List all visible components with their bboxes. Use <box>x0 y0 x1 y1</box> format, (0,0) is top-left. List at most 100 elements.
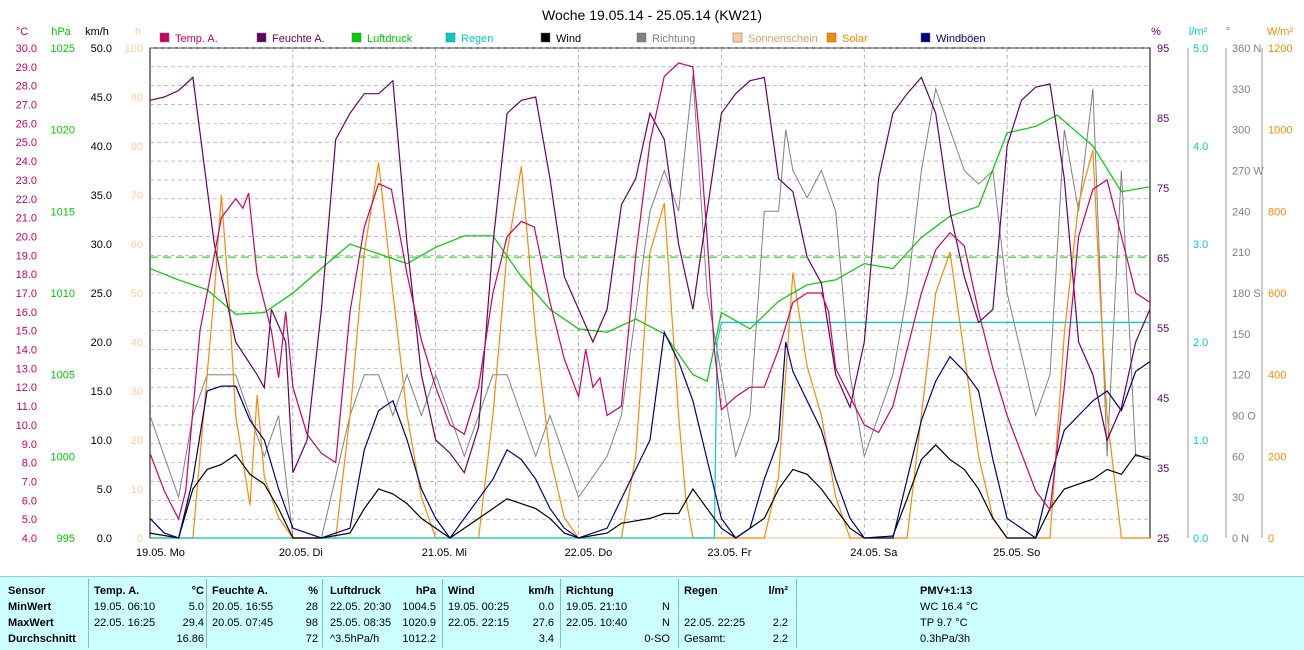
stats-rain-total: 2.2 <box>772 633 788 645</box>
y-tick-label: 14.0 <box>16 345 37 357</box>
y-tick-label: 800 <box>1268 206 1286 218</box>
stats-pressure-min-time: 22.05. 20:30 <box>330 601 392 613</box>
axis-unit: h <box>135 26 141 38</box>
stats-temp-max: 29.4 <box>182 617 204 629</box>
stats-rain-total-label: Gesamt: <box>684 633 726 645</box>
legend-swatch <box>540 32 551 43</box>
legend-swatch <box>636 32 647 43</box>
y-tick-label: 330 <box>1232 84 1250 96</box>
y-tick-label: 240 <box>1232 206 1250 218</box>
y-tick-label: 50.0 <box>91 43 112 55</box>
y-tick-label: 18.0 <box>16 269 37 281</box>
stats-direction-max: N <box>662 617 670 629</box>
y-tick-label: 0.0 <box>1193 533 1208 545</box>
stats-pressure-max-time: 25.05. 08:35 <box>330 617 392 629</box>
stats-humidity-unit: % <box>308 585 318 597</box>
stats-humidity-column: Feuchte A. % 20.05. 16:55 28 20.05. 07:4… <box>212 577 318 650</box>
y-tick-label: 17.0 <box>16 288 37 300</box>
y-tick-label: 29.0 <box>16 62 37 74</box>
stats-rain-max: 2.2 <box>772 617 788 629</box>
y-tick-label: 5.0 <box>22 514 37 526</box>
stats-wind-max-time: 22.05. 22:15 <box>448 617 510 629</box>
y-tick-label: 400 <box>1268 370 1286 382</box>
y-tick-label: 1200 <box>1268 43 1292 55</box>
stats-pressure-trend: ^3.5hPa/h <box>330 633 380 645</box>
legend-label: Wind <box>556 33 581 45</box>
y-tick-label: 5.0 <box>97 484 112 496</box>
y-tick-label: 11.0 <box>16 401 37 413</box>
stats-humidity-max-time: 20.05. 07:45 <box>212 617 274 629</box>
y-tick-label: 23.0 <box>16 175 37 187</box>
y-tick-label: 35 <box>1157 463 1169 475</box>
y-tick-label: 1000 <box>51 451 75 463</box>
y-tick-label: 85 <box>1157 113 1169 125</box>
stats-rain-column: Regen l/m² 22.05. 22:25 2.2 Gesamt: 2.2 <box>684 577 788 650</box>
y-tick-label: 1000 <box>1268 125 1292 137</box>
y-tick-label: 10 <box>131 484 143 496</box>
series-wind <box>149 444 1151 539</box>
stats-direction-column: Richtung 19.05. 21:10 N 22.05. 10:40 N 0… <box>566 577 670 650</box>
y-tick-label: 300 <box>1232 125 1250 137</box>
stats-table: Sensor MinWert MaxWert Durchschnitt Temp… <box>0 576 1304 650</box>
stats-sensor-header: Sensor <box>8 585 46 597</box>
y-tick-label: 8.0 <box>22 458 37 470</box>
y-tick-label: 65 <box>1157 253 1169 265</box>
y-tick-label: 25 <box>1157 533 1169 545</box>
series-solar <box>150 149 1150 539</box>
y-tick-label: 150 <box>1232 329 1250 341</box>
y-tick-label: 0 N <box>1232 533 1249 545</box>
x-tick-label: 22.05. Do <box>565 547 613 559</box>
stats-humidity-max: 98 <box>305 617 318 629</box>
y-tick-label: 180 S <box>1232 288 1261 300</box>
stats-rain-unit: l/m² <box>768 585 788 597</box>
stats-direction-header: Richtung <box>566 585 614 597</box>
y-tick-label: 9.0 <box>22 439 37 451</box>
stats-rain-max-time: 22.05. 22:25 <box>684 617 746 629</box>
y-tick-label: 2.0 <box>1193 337 1208 349</box>
stats-pressure-unit: hPa <box>415 585 436 597</box>
stats-pmv-trend: 0.3hPa/3h <box>920 633 971 645</box>
x-tick-label: 25.05. So <box>993 547 1040 559</box>
y-tick-label: 15.0 <box>16 326 37 338</box>
legend-label: Feuchte A. <box>272 33 325 45</box>
y-tick-label: 95 <box>1157 43 1169 55</box>
stats-pressure-max: 1020.9 <box>402 617 436 629</box>
y-tick-label: 45.0 <box>91 92 112 104</box>
stats-direction-max-time: 22.05. 10:40 <box>566 617 628 629</box>
y-tick-label: 1015 <box>51 206 75 218</box>
series-windb-en <box>149 330 1151 540</box>
y-tick-label: 13.0 <box>16 363 37 375</box>
stats-row-max-label: MaxWert <box>8 617 54 629</box>
y-tick-label: 995 <box>57 533 75 545</box>
y-tick-label: 30.0 <box>91 239 112 251</box>
y-tick-label: 20.0 <box>91 337 112 349</box>
legend-swatch <box>826 32 837 43</box>
stats-humidity-avg: 72 <box>305 633 318 645</box>
stats-pmv-wc: WC 16.4 °C <box>920 601 979 613</box>
y-tick-label: 60 <box>131 239 143 251</box>
y-tick-label: 21.0 <box>16 213 37 225</box>
y-tick-label: 30.0 <box>16 43 37 55</box>
x-tick-label: 20.05. Di <box>279 547 323 559</box>
y-tick-label: 90 O <box>1232 411 1256 423</box>
x-tick-label: 21.05. Mi <box>422 547 467 559</box>
y-tick-label: 1025 <box>51 43 75 55</box>
y-tick-label: 55 <box>1157 323 1169 335</box>
stats-humidity-header: Feuchte A. <box>212 585 268 597</box>
y-tick-label: 30 <box>131 386 143 398</box>
y-tick-label: 28.0 <box>16 81 37 93</box>
stats-sensor-column: Sensor MinWert MaxWert Durchschnitt <box>8 577 88 650</box>
y-tick-label: 0 <box>137 533 143 545</box>
stats-direction-avg: 0-SO <box>644 633 670 645</box>
y-tick-label: 80 <box>131 141 143 153</box>
y-tick-label: 60 <box>1232 451 1244 463</box>
stats-wind-header: Wind <box>448 585 475 597</box>
legend-label: Temp. A. <box>175 33 218 45</box>
legend-label: Windböen <box>936 33 986 45</box>
legend-swatch <box>351 32 362 43</box>
series-temp-a- <box>149 62 1151 521</box>
stats-wind-avg: 3.4 <box>538 633 554 645</box>
y-tick-label: 3.0 <box>1193 239 1208 251</box>
stats-temp-column: Temp. A. °C 19.05. 06:10 5.0 22.05. 16:2… <box>94 577 204 650</box>
y-tick-label: 6.0 <box>22 495 37 507</box>
